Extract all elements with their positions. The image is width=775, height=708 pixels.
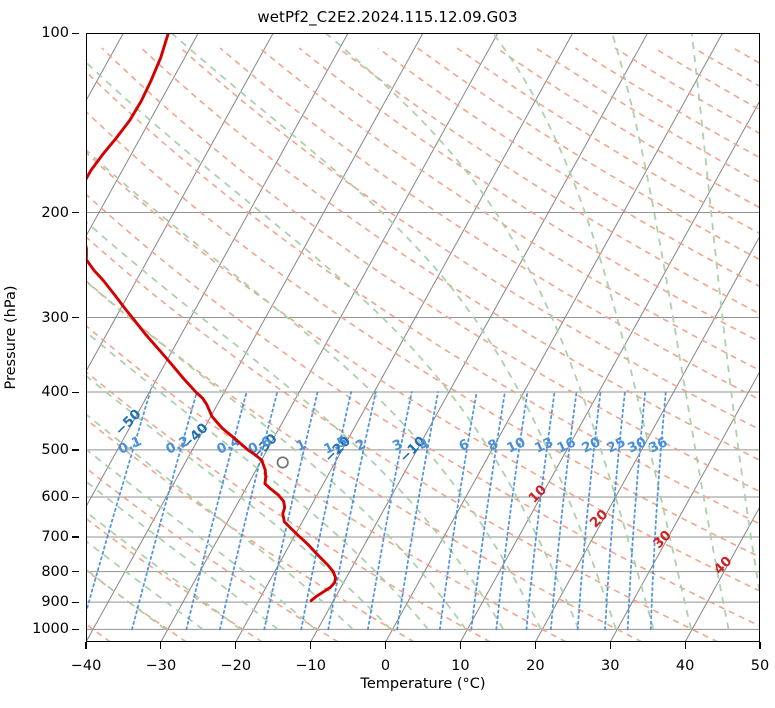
- x-tick-label: 0: [380, 658, 391, 674]
- x-tick-label: 20: [526, 658, 545, 674]
- y-tick-mark: [72, 571, 79, 573]
- y-axis-tick-labels: 100 200 300 400 500 600 700 800 900 1000: [0, 25, 79, 642]
- mixing-ratio-label: 16: [555, 434, 579, 456]
- y-tick-label: 500: [41, 441, 69, 458]
- x-tick-label: 30: [600, 658, 620, 674]
- moist-adiabat-lines: [86, 33, 760, 631]
- mixing-ratio-label: 25: [604, 434, 628, 456]
- y-tick-label: 400: [41, 384, 69, 401]
- y-tick-label: 300: [41, 309, 69, 326]
- mixing-ratio-label: 20: [579, 434, 603, 456]
- y-tick-label: 100: [41, 25, 69, 41]
- x-tick-label: 50: [750, 658, 770, 674]
- x-tick-label: −20: [220, 658, 252, 674]
- y-tick-mark: [72, 496, 79, 498]
- page-title: wetPf2_C2E2.2024.115.12.09.G03: [257, 8, 518, 26]
- y-tick-label: 900: [41, 594, 69, 611]
- mixing-ratio-label: 10: [504, 434, 528, 456]
- y-tick-mark: [72, 628, 79, 631]
- y-tick-label: 700: [41, 528, 69, 545]
- parcel-marker: [276, 456, 289, 469]
- x-tick-mark: [235, 642, 237, 649]
- x-tick-mark: [459, 642, 462, 649]
- y-tick-mark: [72, 449, 79, 451]
- x-axis-tick-labels: −40 −30 −20 −10 0 10 20 30 40 50: [71, 642, 769, 674]
- dry-adiabat-lines: [86, 47, 760, 642]
- mixing-ratio-label: 13: [532, 434, 556, 456]
- x-tick-mark: [310, 642, 312, 649]
- x-tick-label: −40: [70, 658, 102, 674]
- x-tick-mark: [85, 642, 87, 649]
- x-tick-label: −30: [145, 658, 177, 674]
- y-tick-mark: [72, 317, 79, 319]
- y-tick-label: 800: [41, 563, 69, 580]
- x-tick-mark: [160, 642, 162, 649]
- isotherm-lines: [86, 33, 760, 642]
- x-tick-label: −10: [295, 658, 326, 674]
- y-tick-mark: [72, 536, 79, 538]
- y-tick-label: 600: [41, 489, 69, 506]
- y-tick-mark: [72, 601, 79, 603]
- x-tick-mark: [759, 642, 761, 649]
- x-tick-label: 40: [675, 658, 695, 674]
- skewt-svg: −100−90−80−70−60−50−40−30−20−10102030400…: [86, 33, 760, 642]
- x-tick-mark: [384, 642, 387, 649]
- isotherm-label: 10: [525, 482, 550, 507]
- mixing-ratio-label: 8: [485, 436, 500, 454]
- x-tick-label: 10: [451, 658, 470, 674]
- y-tick-label: 200: [41, 204, 69, 221]
- mixing-ratio-label: 2: [353, 436, 368, 454]
- skewt-canvas: −100−90−80−70−60−50−40−30−20−10102030400…: [86, 33, 760, 642]
- y-axis-title: Pressure (hPa): [3, 285, 19, 390]
- y-tick-label: 1000: [32, 621, 69, 638]
- x-tick-mark: [609, 642, 611, 649]
- x-axis-title: Temperature (°C): [360, 676, 486, 692]
- mixing-ratio-label: 36: [646, 434, 670, 456]
- plot-area: −100−90−80−70−60−50−40−30−20−10102030400…: [86, 33, 760, 642]
- x-tick-mark: [684, 642, 686, 649]
- y-tick-mark: [72, 32, 79, 34]
- temperature-profile-line: [86, 33, 338, 603]
- y-tick-mark: [72, 391, 79, 393]
- mixing-ratio-label: 30: [625, 434, 649, 456]
- x-tick-mark: [534, 642, 536, 649]
- mixing-ratio-label: 0.4: [214, 433, 242, 458]
- y-tick-mark: [72, 212, 79, 214]
- mixing-ratio-lines: [86, 391, 667, 631]
